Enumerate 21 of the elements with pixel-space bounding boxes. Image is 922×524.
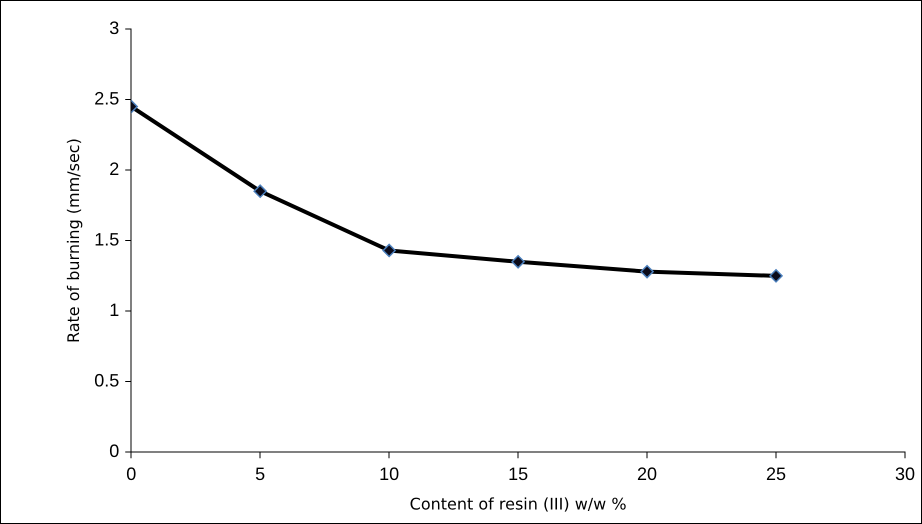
x-tick-label: 10 <box>379 464 400 484</box>
point <box>382 244 396 258</box>
x-tick-label: 30 <box>894 464 916 484</box>
y-tick-label: 2 <box>109 159 120 180</box>
point <box>511 255 525 269</box>
x-tick-label: 20 <box>637 464 658 484</box>
y-axis-title: Rate of burning (mm/sec) <box>64 138 83 344</box>
y-tick-label: 2.5 <box>94 88 120 108</box>
y-tick-label: 0.5 <box>94 370 120 391</box>
y-tick-label: 3 <box>109 18 120 38</box>
x-tick-label: 25 <box>766 464 786 484</box>
y-tick-label: 1 <box>109 300 120 320</box>
point <box>769 269 783 283</box>
y-tick-label: 0 <box>109 441 120 462</box>
x-tick-label: 15 <box>508 464 528 484</box>
y-tick-label: 1.5 <box>94 230 120 250</box>
x-tick-label: 0 <box>126 464 136 484</box>
point <box>253 184 267 198</box>
x-tick-label: 5 <box>255 464 266 484</box>
x-axis-title: Content of resin (III) w/w % <box>410 494 627 514</box>
point <box>640 264 654 278</box>
